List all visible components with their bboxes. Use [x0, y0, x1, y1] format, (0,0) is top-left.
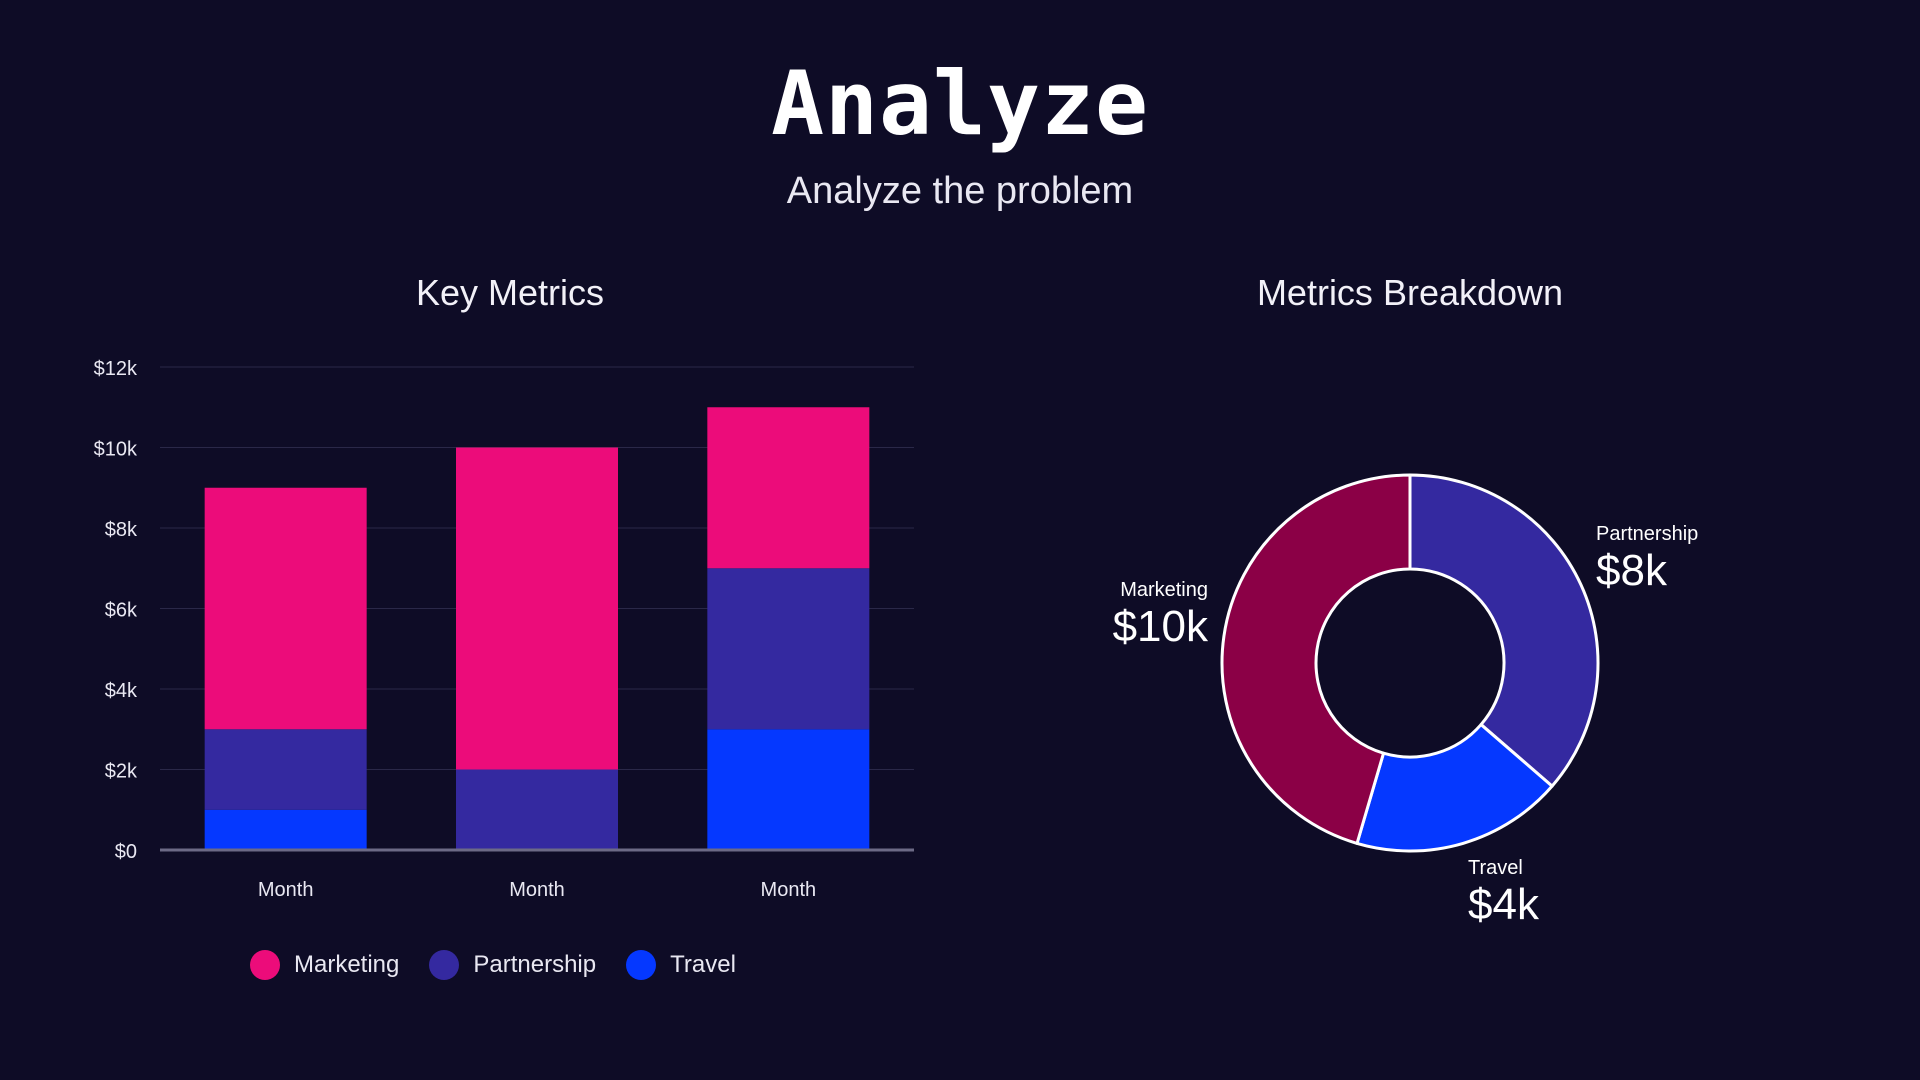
- x-tick-label: Month: [509, 879, 565, 901]
- donut-label-value-marketing: $10k: [1113, 602, 1209, 651]
- legend-swatch-travel: [626, 950, 657, 980]
- bar-segment-travel[interactable]: [204, 809, 367, 850]
- bar-segment-partnership[interactable]: [707, 568, 870, 730]
- donut-label-name-marketing: Marketing: [1120, 579, 1208, 601]
- donut-slice-partnership[interactable]: [1408, 473, 1600, 788]
- bar-segment-partnership[interactable]: [456, 769, 618, 851]
- x-tick-label: Month: [258, 879, 314, 901]
- legend-label-travel: Travel: [670, 951, 736, 978]
- bar-segment-partnership[interactable]: [204, 729, 367, 810]
- donut-chart-title: Metrics Breakdown: [1256, 272, 1564, 313]
- legend-item-partnership[interactable]: Partnership: [429, 950, 596, 980]
- legend-swatch-marketing: [250, 950, 280, 980]
- bar-segment-marketing[interactable]: [707, 407, 870, 569]
- donut-slice-travel[interactable]: [1355, 723, 1554, 853]
- stacked-bar-chart: $0 $2k $4k $6k $8k $10k $12k Month Month Month: [94, 358, 914, 901]
- donut-label-value-partnership: $8k: [1596, 546, 1668, 595]
- legend-item-marketing[interactable]: Marketing: [250, 950, 399, 980]
- legend-label-partnership: Partnership: [473, 951, 597, 978]
- y-tick-label: $10k: [94, 439, 138, 461]
- bar-segment-marketing[interactable]: [204, 487, 367, 730]
- page-subtitle: Analyze the problem: [786, 170, 1134, 212]
- y-tick-label: $8k: [105, 519, 138, 541]
- page-title: Analyze: [771, 52, 1149, 155]
- y-tick-label: $2k: [105, 761, 138, 783]
- bar-chart-legend: Marketing Partnership Travel: [250, 950, 736, 980]
- legend-item-travel[interactable]: Travel: [626, 950, 736, 980]
- y-tick-label: $12k: [94, 358, 138, 380]
- y-tick-label: $6k: [105, 600, 138, 622]
- y-tick-label: $4k: [105, 680, 138, 702]
- legend-label-marketing: Marketing: [294, 951, 400, 978]
- legend-swatch-partnership: [429, 950, 460, 980]
- x-tick-label: Month: [761, 879, 817, 901]
- bar-chart-title: Key Metrics: [415, 272, 605, 313]
- donut-label-name-partnership: Partnership: [1596, 523, 1698, 545]
- donut-slice-marketing[interactable]: [1220, 473, 1412, 845]
- bar-segment-marketing[interactable]: [456, 447, 618, 770]
- y-tick-label: $0: [115, 841, 137, 863]
- donut-label-value-travel: $4k: [1468, 880, 1540, 929]
- bar-segment-travel[interactable]: [707, 729, 870, 850]
- donut-label-name-travel: Travel: [1468, 857, 1523, 879]
